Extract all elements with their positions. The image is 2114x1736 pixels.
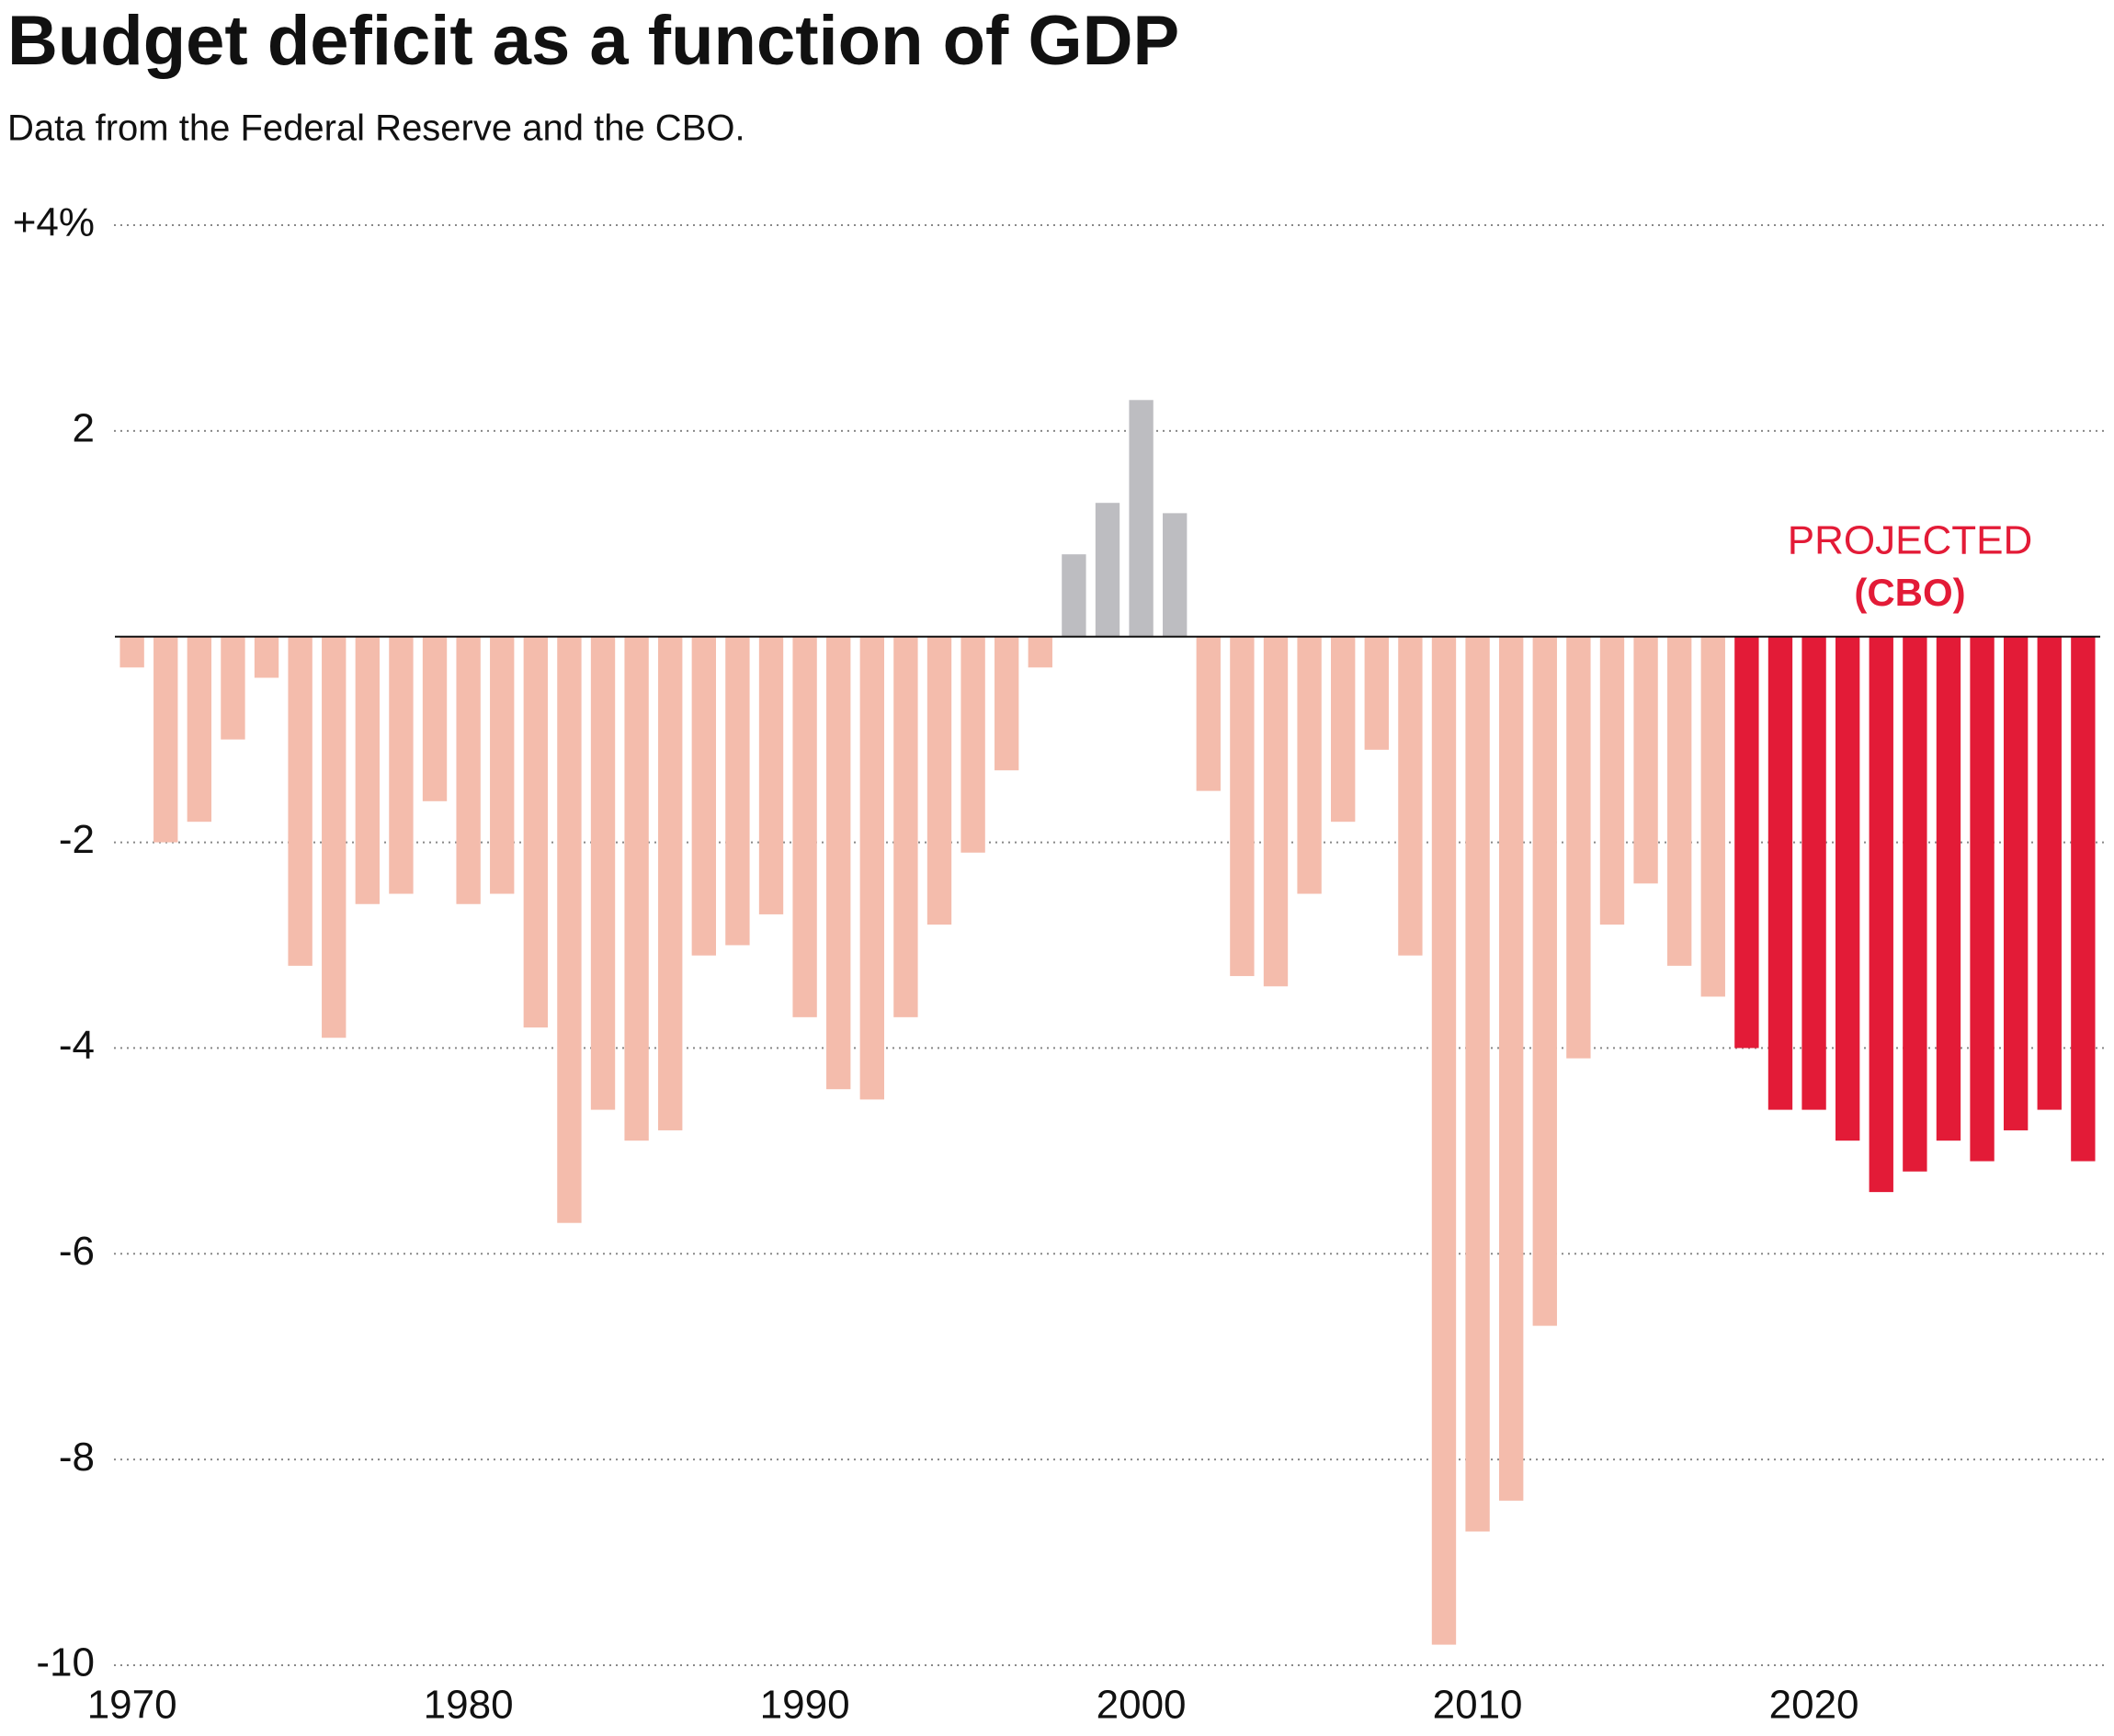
bar	[153, 636, 178, 843]
bar	[590, 636, 616, 1110]
annotation: PROJECTED	[1788, 518, 2032, 563]
bar	[254, 636, 279, 678]
bar	[691, 636, 716, 956]
bar	[288, 636, 313, 966]
bar	[1499, 636, 1524, 1501]
x-tick-label: 1970	[87, 1683, 177, 1728]
bar	[1936, 636, 1961, 1141]
bar	[1767, 636, 1793, 1110]
bar	[1801, 636, 1826, 1110]
bar	[1129, 400, 1154, 637]
bar	[1734, 636, 1759, 1049]
bar	[322, 636, 347, 1038]
bar	[1431, 636, 1457, 1645]
chart-subtitle: Data from the Federal Reserve and the CB…	[7, 108, 745, 149]
bar	[1869, 636, 1893, 1193]
bar	[792, 636, 817, 1017]
bar	[1062, 554, 1086, 637]
annotation: (CBO)	[1854, 571, 1965, 614]
bar	[859, 636, 884, 1100]
bar	[1532, 636, 1557, 1326]
bar	[1297, 636, 1322, 894]
y-tick-label: 2	[73, 405, 95, 450]
x-tick-label: 1990	[760, 1683, 850, 1728]
bar	[658, 636, 683, 1130]
bar	[1364, 636, 1389, 750]
bar	[1566, 636, 1591, 1059]
bar	[1163, 513, 1188, 637]
bar	[389, 636, 414, 894]
bar	[960, 636, 985, 853]
bar	[523, 636, 548, 1028]
bar	[1230, 636, 1255, 977]
x-tick-label: 2020	[1769, 1683, 1859, 1728]
bar	[893, 636, 918, 1017]
bar	[994, 636, 1019, 771]
bar	[1331, 636, 1356, 823]
bar	[2003, 636, 2029, 1130]
x-tick-label: 2000	[1097, 1683, 1187, 1728]
bar	[1970, 636, 1995, 1162]
y-tick-label: -6	[59, 1229, 95, 1274]
bar	[422, 636, 448, 801]
bar	[1700, 636, 1725, 997]
bar	[355, 636, 381, 904]
y-tick-label: +4%	[13, 200, 95, 245]
bar	[1196, 636, 1221, 791]
bar	[1095, 503, 1120, 637]
bar	[2037, 636, 2062, 1110]
bar	[1263, 636, 1289, 987]
x-tick-label: 2010	[1433, 1683, 1523, 1728]
bar	[1028, 636, 1052, 668]
bar	[1903, 636, 1927, 1172]
x-tick-label: 1980	[424, 1683, 514, 1728]
bar	[187, 636, 212, 823]
y-tick-label: -10	[36, 1640, 95, 1685]
y-tick-label: -2	[59, 817, 95, 862]
bar	[826, 636, 851, 1090]
bar	[1835, 636, 1860, 1141]
bar	[1599, 636, 1625, 925]
bar	[2071, 636, 2096, 1162]
bar	[758, 636, 784, 914]
y-tick-label: -8	[59, 1435, 95, 1480]
chart-title: Budget deficit as a function of GDP	[7, 2, 1179, 80]
bar	[557, 636, 582, 1223]
bar	[624, 636, 649, 1141]
bar	[456, 636, 481, 904]
y-tick-label: -4	[59, 1023, 95, 1068]
bar	[1465, 636, 1490, 1532]
bar	[926, 636, 952, 925]
bar	[1667, 636, 1692, 966]
bar	[490, 636, 515, 894]
bar	[725, 636, 750, 946]
bar	[119, 636, 144, 668]
bar	[221, 636, 245, 740]
bar	[1398, 636, 1423, 956]
bar	[1633, 636, 1658, 884]
